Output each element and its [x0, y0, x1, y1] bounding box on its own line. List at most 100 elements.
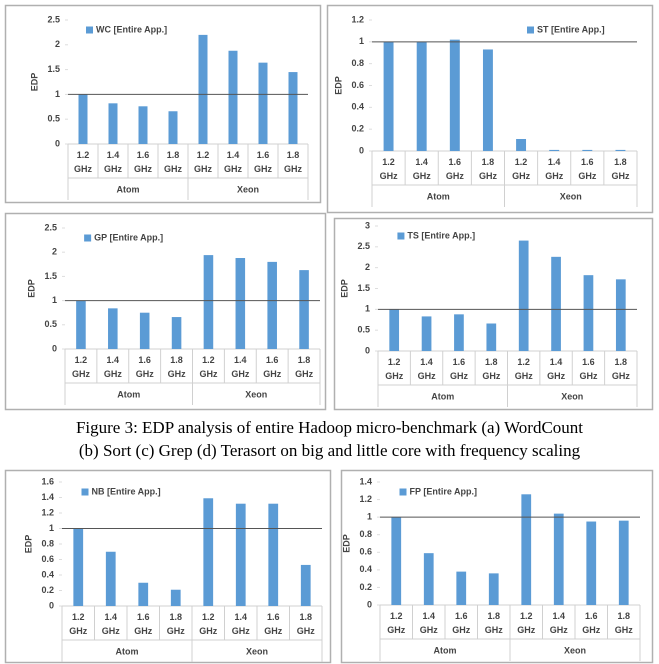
- bar: [203, 498, 214, 606]
- bar: [389, 309, 400, 351]
- x-tick-label: 1.4 GHz: [103, 355, 122, 379]
- bar: [488, 573, 499, 605]
- y-tick-label: 1.5: [47, 64, 60, 74]
- y-tick-label: 1.2: [351, 14, 364, 24]
- x-tick-label: 1.8 GHz: [295, 355, 314, 379]
- y-tick-label: 2: [365, 262, 370, 272]
- chart-frame: [4, 4, 322, 204]
- bar: [299, 270, 309, 349]
- x-tick-label: 1.6 GHz: [579, 357, 598, 381]
- x-tick-label: 1.4 GHz: [231, 612, 250, 636]
- y-tick-label: 1: [367, 512, 372, 522]
- y-tick-label: 0.6: [351, 80, 364, 90]
- x-tick-label: 1.6 GHz: [134, 612, 153, 636]
- y-axis-label: EDP: [29, 73, 39, 92]
- y-tick-label: 0: [359, 145, 364, 155]
- legend-swatch: [399, 488, 407, 496]
- bar: [300, 564, 311, 606]
- bar: [456, 571, 467, 605]
- bar: [73, 528, 84, 606]
- legend-swatch: [84, 234, 92, 242]
- x-tick-label: 1.2 GHz: [387, 611, 406, 635]
- x-tick-label: 1.2 GHz: [199, 612, 218, 636]
- bar: [235, 258, 246, 349]
- bar: [582, 149, 593, 151]
- bar: [171, 317, 182, 349]
- bar: [198, 34, 208, 144]
- bar: [521, 494, 532, 605]
- x-tick-label: 1.8 GHz: [296, 612, 315, 636]
- x-tick-label: 1.4 GHz: [419, 611, 438, 635]
- x-tick-label: 1.8 GHz: [611, 157, 630, 181]
- x-tick-label: 1.2 GHz: [385, 357, 404, 381]
- y-tick-label: 1.5: [357, 283, 370, 293]
- bar: [615, 149, 626, 151]
- x-tick-label: 1.8 GHz: [284, 150, 302, 174]
- group-label: Atom: [431, 391, 454, 401]
- x-tick-label: 1.4 GHz: [224, 150, 242, 174]
- x-tick-label: 1.2 GHz: [74, 150, 92, 174]
- y-tick-label: 0: [365, 345, 370, 355]
- bar: [76, 300, 86, 349]
- group-label: Atom: [117, 184, 140, 194]
- legend-label: FP [Entire App.]: [410, 486, 478, 496]
- bar: [203, 255, 214, 349]
- bar: [449, 39, 460, 151]
- y-tick-label: 1: [365, 304, 370, 314]
- bar: [78, 94, 88, 144]
- bar: [615, 279, 626, 351]
- y-tick-label: 0.5: [44, 319, 57, 329]
- legend-label: ST [Entire App.]: [537, 24, 605, 34]
- y-tick-label: 1.4: [359, 476, 372, 486]
- y-tick-label: 1: [359, 36, 364, 46]
- y-tick-label: 0.6: [359, 547, 372, 557]
- x-tick-label: 1.6 GHz: [264, 612, 283, 636]
- y-tick-label: 2: [52, 247, 57, 257]
- caption: Figure 3: EDP analysis of entire Hadoop …: [75, 418, 584, 437]
- x-tick-label: 1.2 GHz: [379, 157, 398, 181]
- group-label: Atom: [117, 389, 140, 399]
- y-tick-label: 2.5: [47, 14, 60, 24]
- bar: [105, 551, 116, 606]
- bar: [416, 41, 427, 152]
- y-tick-label: 2: [55, 39, 60, 49]
- y-tick-label: 1.5: [44, 271, 57, 281]
- x-tick-label: 1.6 GHz: [449, 357, 468, 381]
- x-tick-label: 1.2 GHz: [512, 157, 531, 181]
- bar: [288, 72, 298, 144]
- bar: [108, 308, 118, 349]
- x-tick-label: 1.6 GHz: [254, 150, 272, 174]
- y-tick-label: 0.2: [359, 582, 372, 592]
- x-tick-label: 1.2 GHz: [69, 612, 88, 636]
- x-tick-label: 1.6 GHz: [135, 355, 154, 379]
- legend-swatch: [86, 26, 93, 34]
- legend-label: GP [Entire App.]: [94, 232, 163, 242]
- group-label: Xeon: [237, 184, 259, 194]
- y-tick-label: 1.2: [359, 494, 372, 504]
- bar: [486, 323, 497, 351]
- x-tick-label: 1.4 GHz: [549, 611, 568, 635]
- x-tick-label: 1.8 GHz: [484, 611, 503, 635]
- bar: [423, 553, 434, 605]
- y-tick-label: 1: [55, 89, 60, 99]
- x-tick-label: 1.2 GHz: [517, 611, 536, 635]
- y-tick-label: 0.4: [351, 102, 364, 112]
- y-axis-label: EDP: [26, 279, 36, 298]
- bar: [267, 261, 277, 349]
- bar: [454, 314, 464, 351]
- x-tick-label: 1.6 GHz: [582, 611, 601, 635]
- x-tick-label: 1.2 GHz: [71, 355, 90, 379]
- y-tick-label: 0.2: [41, 585, 54, 595]
- x-tick-label: 1.4 GHz: [104, 150, 122, 174]
- x-tick-label: 1.6 GHz: [134, 150, 152, 174]
- bar: [168, 111, 178, 144]
- bar: [518, 240, 529, 351]
- x-tick-label: 1.8 GHz: [478, 157, 497, 181]
- legend-label: NB [Entire App.]: [92, 486, 161, 496]
- x-tick-label: 1.8 GHz: [482, 357, 501, 381]
- x-tick-label: 1.4 GHz: [412, 157, 431, 181]
- y-axis-label: EDP: [333, 76, 343, 95]
- y-tick-label: 1: [49, 523, 54, 533]
